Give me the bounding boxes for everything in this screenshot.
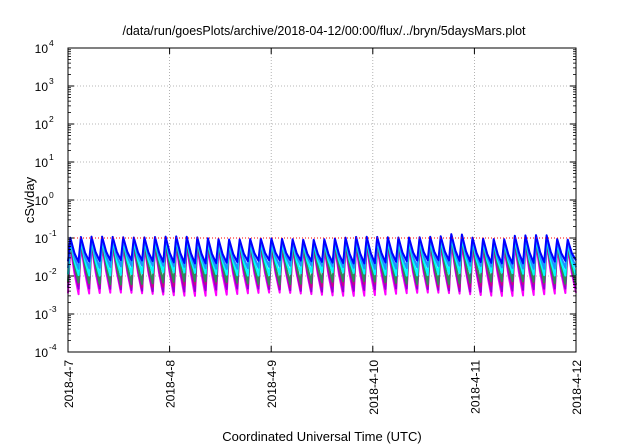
plot-series	[67, 233, 577, 297]
y-tick-label: 10	[35, 42, 49, 56]
series-line	[67, 236, 577, 286]
y-tick-exponent: -1	[49, 228, 57, 238]
y-axis-label: cSv/day	[22, 176, 37, 223]
chart-title: /data/run/goesPlots/archive/2018-04-12/0…	[122, 24, 526, 38]
series-line	[67, 237, 577, 288]
x-tick-label: 2018-4-10	[367, 360, 381, 415]
grid	[68, 48, 576, 352]
x-tick-label: 2018-4-9	[265, 360, 279, 408]
y-tick-exponent: 3	[49, 76, 54, 86]
y-tick-exponent: -4	[49, 342, 57, 352]
series-line	[67, 235, 577, 277]
y-tick-exponent: 2	[49, 114, 54, 124]
series-line	[67, 241, 577, 297]
y-tick-label: 10	[35, 156, 49, 170]
series-line	[67, 233, 577, 265]
series-line	[67, 234, 577, 270]
y-tick-exponent: 1	[49, 152, 54, 162]
y-tick-label: 10	[35, 194, 49, 208]
y-tick-exponent: 0	[49, 190, 54, 200]
x-tick-label: 2018-4-8	[164, 360, 178, 408]
series-line	[67, 238, 577, 293]
y-tick-exponent: -3	[49, 304, 57, 314]
y-tick-label: 10	[35, 270, 49, 284]
y-tick-label: 10	[35, 80, 49, 94]
x-axis-ticks: 2018-4-7 2018-4-8 2018-4-9 2018-4-10 2018-4-…	[62, 48, 584, 415]
x-tick-label: 2018-4-7	[62, 360, 76, 408]
x-tick-label: 2018-4-11	[468, 360, 482, 414]
y-tick-label: 10	[35, 346, 49, 360]
x-axis-label: Coordinated Universal Time (UTC)	[222, 429, 421, 444]
y-tick-label: 10	[35, 118, 49, 132]
y-tick-exponent: 4	[49, 38, 54, 48]
plot-frame	[67, 47, 577, 353]
y-tick-exponent: -2	[49, 266, 57, 276]
y-tick-label: 10	[35, 232, 49, 246]
x-tick-label: 2018-4-12	[570, 360, 584, 415]
y-tick-label: 10	[35, 308, 49, 322]
